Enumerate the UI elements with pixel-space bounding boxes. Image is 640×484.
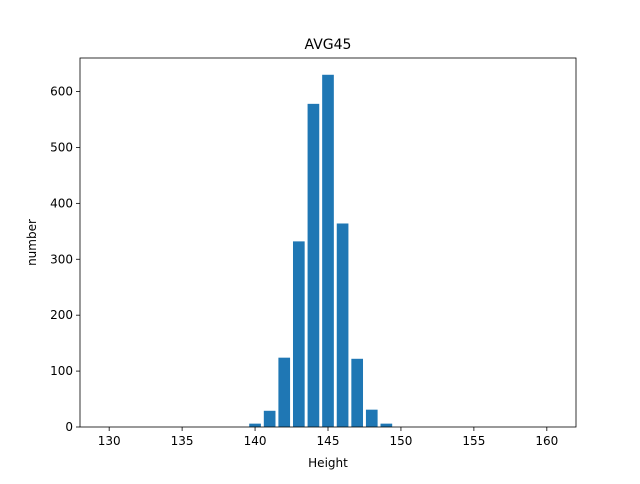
x-tick-label-155: 155 xyxy=(462,434,485,448)
bar-149 xyxy=(380,423,393,427)
chart-title: AVG45 xyxy=(305,37,352,53)
axes-layer: 130 135 140 145 150 155 160 0 100 200 300 400 500 600 xyxy=(50,57,577,448)
y-tick-label-0: 0 xyxy=(65,420,73,434)
y-tick-label-600: 600 xyxy=(50,85,73,99)
y-axis-label: number xyxy=(25,219,39,266)
y-tick-label-100: 100 xyxy=(50,364,73,378)
x-tick-label-150: 150 xyxy=(389,434,412,448)
bar-141 xyxy=(263,410,276,427)
bar-142 xyxy=(278,357,291,427)
y-tick-label-300: 300 xyxy=(50,252,73,266)
bar-147 xyxy=(351,358,364,427)
bar-146 xyxy=(336,223,349,427)
bar-144 xyxy=(307,103,320,427)
y-tick-label-200: 200 xyxy=(50,308,73,322)
x-tick-label-140: 140 xyxy=(244,434,267,448)
bar-140 xyxy=(249,423,261,427)
bar-143 xyxy=(292,241,305,427)
bar-145 xyxy=(322,74,334,427)
x-axis-label: Height xyxy=(308,456,348,470)
y-tick-label-500: 500 xyxy=(50,140,73,154)
bars-layer xyxy=(249,74,393,427)
y-tick-label-400: 400 xyxy=(50,196,73,210)
bar-148 xyxy=(365,409,378,427)
x-tick-label-160: 160 xyxy=(535,434,558,448)
x-tick-label-145: 145 xyxy=(317,434,340,448)
x-tick-label-135: 135 xyxy=(171,434,194,448)
x-tick-label-130: 130 xyxy=(98,434,121,448)
